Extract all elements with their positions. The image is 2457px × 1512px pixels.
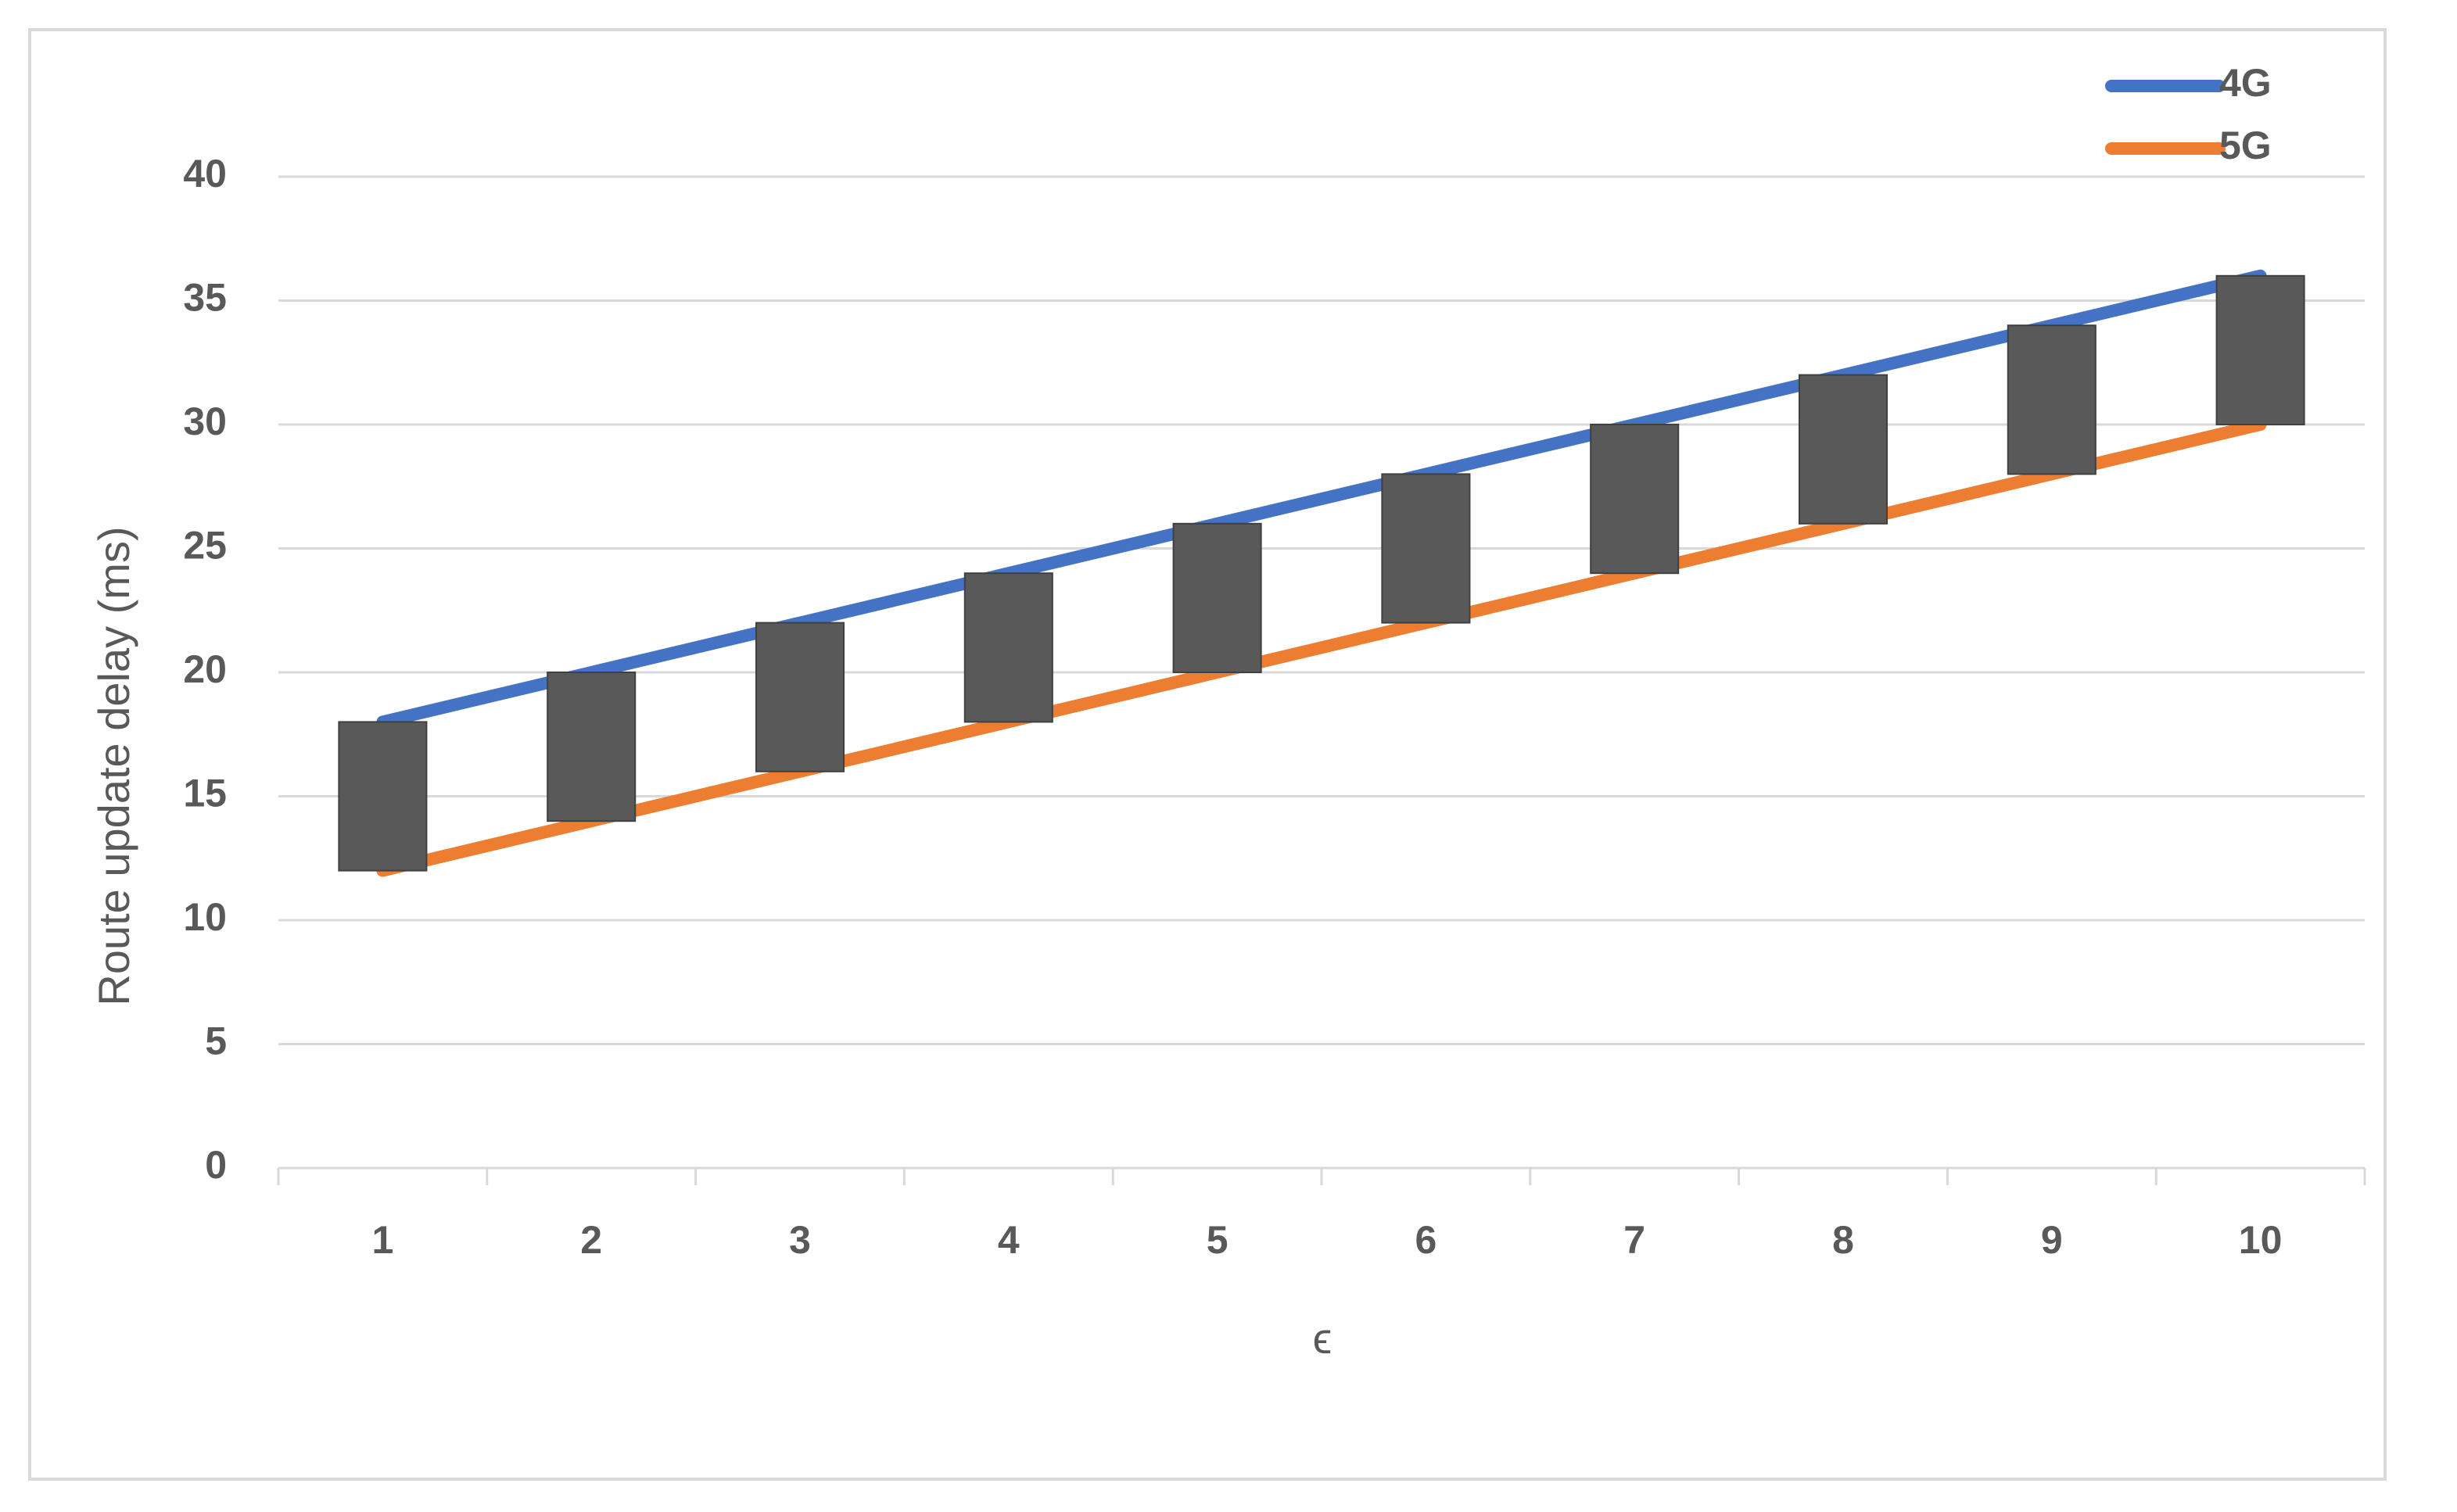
up-down-bars bbox=[338, 274, 2305, 872]
y-tick-label: 30 bbox=[183, 399, 227, 443]
up-down-bar bbox=[963, 572, 1053, 723]
legend: 4G 5G bbox=[2105, 61, 2272, 167]
y-tick-label: 15 bbox=[183, 772, 227, 815]
up-down-bar bbox=[1798, 374, 1888, 525]
x-tick-label: 5 bbox=[1207, 1218, 1228, 1262]
y-tick-label: 20 bbox=[183, 647, 227, 691]
series-lines bbox=[376, 269, 2267, 877]
x-tick-label: 10 bbox=[2239, 1218, 2283, 1262]
x-axis bbox=[277, 1166, 2366, 1185]
y-tick-label: 5 bbox=[205, 1019, 227, 1063]
y-tick-label: 35 bbox=[183, 276, 227, 320]
up-down-bar bbox=[1590, 424, 1680, 575]
y-tick-label: 0 bbox=[205, 1143, 227, 1187]
up-down-bar bbox=[547, 672, 637, 822]
y-tick-label: 10 bbox=[183, 895, 227, 939]
x-tick-label: 2 bbox=[580, 1218, 602, 1262]
x-tick-label: 8 bbox=[1832, 1218, 1854, 1262]
gridlines bbox=[278, 175, 2365, 1045]
legend-label-4g: 4G bbox=[2219, 61, 2272, 105]
x-tick-label: 9 bbox=[2041, 1218, 2063, 1262]
y-tick-label: 40 bbox=[183, 152, 227, 195]
series-line-4g bbox=[376, 269, 2267, 729]
series-line-5g bbox=[376, 418, 2267, 877]
x-tick-label: 6 bbox=[1415, 1218, 1437, 1262]
y-axis-title: Route update delay (ms) bbox=[89, 526, 138, 1005]
tick-labels: 0 5 10 15 20 25 30 35 40 1 2 3 4 5 6 7 8 9 10 bbox=[183, 152, 2282, 1262]
y-tick-label: 25 bbox=[183, 524, 227, 568]
up-down-bar bbox=[1381, 473, 1471, 624]
up-down-bar bbox=[338, 721, 428, 872]
x-tick-label: 3 bbox=[789, 1218, 811, 1262]
x-tick-label: 4 bbox=[998, 1218, 1020, 1262]
up-down-bar bbox=[1172, 522, 1262, 673]
up-down-bar bbox=[2007, 324, 2097, 475]
x-tick-label: 1 bbox=[371, 1218, 393, 1262]
x-axis-title: ϵ bbox=[1313, 1313, 1333, 1363]
legend-label-5g: 5G bbox=[2219, 124, 2272, 167]
x-tick-label: 7 bbox=[1623, 1218, 1645, 1262]
up-down-bar bbox=[2215, 274, 2305, 425]
up-down-bar bbox=[755, 622, 845, 772]
